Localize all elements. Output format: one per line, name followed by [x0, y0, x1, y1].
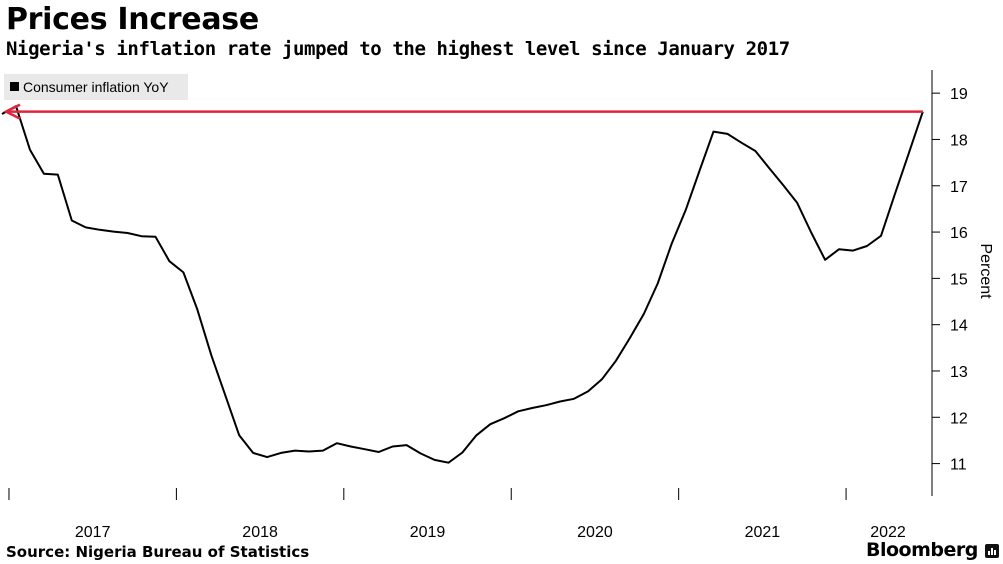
y-tick-label: 12 — [950, 410, 968, 427]
arrow-head — [3, 103, 21, 120]
y-tick-label: 11 — [950, 457, 967, 474]
x-tick-label: 2019 — [410, 524, 446, 541]
x-tick-label: 2021 — [745, 524, 781, 541]
y-tick-label: 17 — [950, 179, 968, 196]
x-tick-label: 2017 — [75, 524, 111, 541]
x-tick-label: 2018 — [242, 524, 278, 541]
x-tick-label: 2020 — [577, 524, 613, 541]
y-axis: 11 12 13 14 15 16 17 18 19 — [931, 70, 968, 496]
chart-subtitle: Nigeria's inflation rate jumped to the h… — [6, 38, 790, 60]
terminal-icon — [985, 544, 999, 558]
y-tick-label: 15 — [950, 271, 968, 288]
x-tick-label: 2022 — [870, 524, 906, 541]
chart-title: Prices Increase — [6, 2, 259, 37]
source-note: Source: Nigeria Bureau of Statistics — [6, 543, 310, 561]
legend-box — [4, 74, 188, 100]
y-tick-label: 16 — [950, 225, 968, 242]
series-line — [1, 105, 924, 464]
brand-logo: Bloomberg — [866, 539, 978, 561]
x-axis: 2017 2018 2019 2020 2021 2022 — [8, 488, 906, 541]
legend-swatch — [10, 82, 19, 91]
annotation-layer — [3, 103, 923, 120]
legend-label: Consumer inflation YoY — [23, 79, 169, 95]
y-tick-label: 13 — [950, 364, 968, 381]
y-axis-label: Percent — [977, 243, 994, 299]
y-tick-label: 18 — [950, 132, 968, 149]
series-layer — [1, 105, 924, 464]
y-tick-label: 19 — [950, 86, 968, 103]
y-tick-label: 14 — [950, 318, 968, 335]
